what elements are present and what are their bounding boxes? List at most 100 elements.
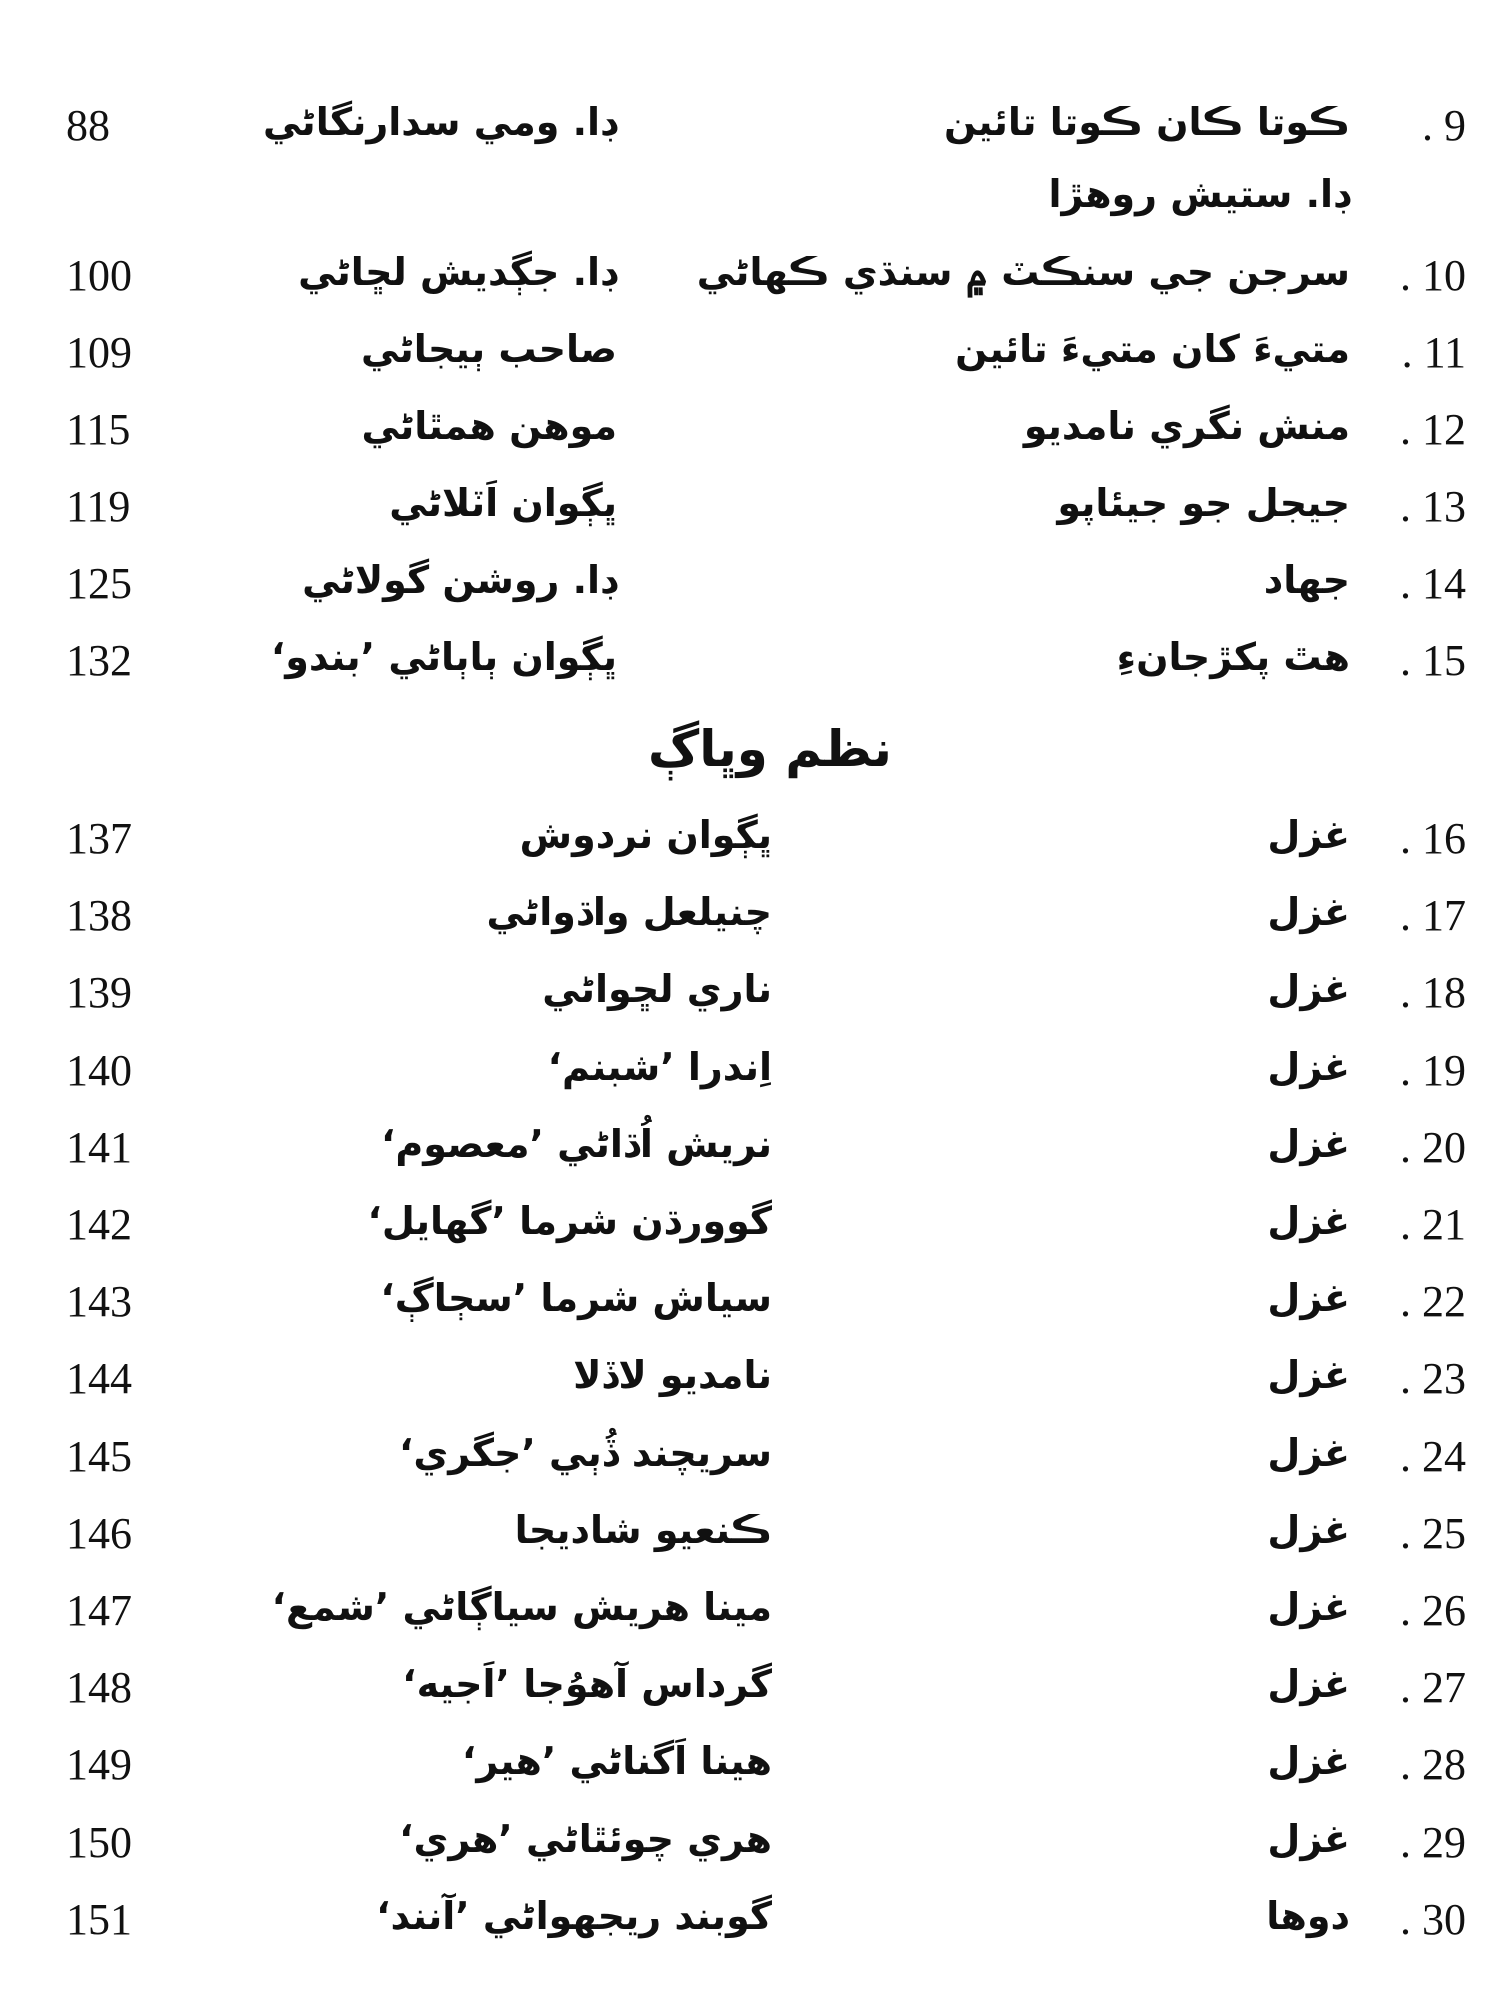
entry-author: ڊا. ومي سدارنگاڻي: [262, 100, 617, 144]
entry-page: 141: [66, 1122, 132, 1172]
toc-entry[interactable]: 16 غزل ڀڳوان نردوش 137: [0, 813, 1500, 883]
entry-title: ڪوتا ڪان ڪوتا تائين: [943, 100, 1350, 144]
entry-page: 145: [66, 1431, 132, 1481]
entry-page: 147: [66, 1586, 132, 1635]
entry-author: سريچند ڏُٻي ’جگري‘: [398, 1430, 772, 1475]
entry-author: ناري لڇواڻي: [542, 967, 772, 1012]
entry-title: غزل: [1267, 1585, 1350, 1629]
entry-title: غزل: [1267, 1816, 1350, 1861]
entry-number: 29: [1400, 1817, 1466, 1868]
entry-number: 24: [1400, 1431, 1466, 1482]
entry-page: 150: [66, 1817, 132, 1867]
entry-title: غزل: [1267, 1353, 1350, 1398]
entry-page: 139: [66, 968, 132, 1018]
entry-author: هري چوئٿاڻي ’هري‘: [399, 1816, 772, 1861]
entry-title: جهاد: [1263, 558, 1350, 602]
entry-author: هينا اَگناڻي ’هير‘: [461, 1739, 772, 1784]
entry-title: غزل: [1267, 1044, 1350, 1089]
entry-title: غزل: [1267, 967, 1350, 1012]
entry-author: گوورڌن شرما ’گهايل‘: [367, 1199, 772, 1243]
entry-page: 125: [66, 559, 132, 608]
toc-entry[interactable]: 30 دوها گوبند ريجهواڻي ’آنند‘ 151: [0, 1894, 1500, 1964]
entry-number: 21: [1400, 1199, 1466, 1250]
entry-title: دوها: [1266, 1893, 1350, 1938]
entry-author: صاحب ٻيجاڻي: [361, 327, 617, 371]
entry-page: 132: [66, 636, 132, 685]
toc-entry[interactable]: 21 غزل گوورڌن شرما ’گهايل‘ 142: [0, 1199, 1500, 1269]
entry-page: 140: [66, 1045, 132, 1095]
entry-number: 25: [1400, 1508, 1466, 1559]
entry-page: 144: [66, 1354, 132, 1404]
entry-number: 19: [1400, 1045, 1466, 1096]
entry-number: 18: [1400, 967, 1466, 1018]
section-heading: نظم وڀاڳ: [0, 720, 1500, 778]
toc-entry[interactable]: 17 غزل چنيلعل واڌواڻي 138: [0, 890, 1500, 960]
toc-entry[interactable]: 9 ڪوتا ڪان ڪوتا تائين ڊا. ومي سدارنگاڻي 88: [0, 100, 1500, 170]
entry-page: 100: [66, 251, 132, 300]
entry-author: ڀڳوان اَٽلاڻي: [389, 481, 617, 525]
entry-page: 137: [66, 814, 132, 863]
entry-number: 16: [1400, 813, 1466, 864]
entry-author: گوبند ريجهواڻي ’آنند‘: [376, 1893, 772, 1938]
entry-author: ڊا. جڳديش لڇاڻي: [298, 250, 617, 294]
toc-entry[interactable]: 24 غزل سريچند ڏُٻي ’جگري‘ 145: [0, 1431, 1500, 1501]
entry-author: نريش اُڌاڻي ’معصوم‘: [380, 1121, 772, 1166]
toc-entry[interactable]: 18 غزل ناري لڇواڻي 139: [0, 967, 1500, 1037]
entry-title: غزل: [1267, 1739, 1350, 1784]
toc-entry[interactable]: 26 غزل مينا هريش سياڳاڻي ’شمع‘ 147: [0, 1585, 1500, 1655]
entry-number: 14: [1400, 558, 1466, 609]
entry-number: 13: [1400, 481, 1466, 532]
entry-page: 143: [66, 1277, 132, 1327]
entry-author: چنيلعل واڌواڻي: [486, 890, 772, 935]
entry-author: اِندرا ’شبنم‘: [547, 1044, 772, 1089]
entry-number: 15: [1400, 635, 1466, 686]
toc-entry[interactable]: 13 جيجل جو جيئاپو ڀڳوان اَٽلاڻي 119: [0, 481, 1500, 551]
entry-title: غزل: [1267, 1276, 1350, 1321]
entry-number: 23: [1400, 1353, 1466, 1404]
toc-entry[interactable]: 23 غزل نامديو لاڏلا 144: [0, 1353, 1500, 1423]
toc-entry[interactable]: 12 منش نگري نامديو موهن همٿاڻي 115: [0, 404, 1500, 474]
entry-author: گرداس آهوُجا ’اَجيه‘: [402, 1662, 772, 1707]
entry-number: 27: [1400, 1662, 1466, 1713]
toc-entry[interactable]: 27 غزل گرداس آهوُجا ’اَجيه‘ 148: [0, 1662, 1500, 1732]
toc-entry[interactable]: 11 متيءَ کان متيءَ تائين صاحب ٻيجاڻي 109: [0, 327, 1500, 397]
entry-number: 22: [1400, 1276, 1466, 1327]
entry-author: سياش شرما ’سڄاڳ‘: [380, 1276, 772, 1321]
toc-entry[interactable]: 22 غزل سياش شرما ’سڄاڳ‘ 143: [0, 1276, 1500, 1346]
entry-second-author: ڊا. ستيش روهڙا: [1048, 172, 1350, 216]
toc-entry[interactable]: 10 سرجن جي سنڪٽ ۾ سنڌي ڪهاڻي ڊا. جڳديش لڇا…: [0, 250, 1500, 320]
entry-author: ڪنعيو شاديجا: [514, 1507, 772, 1552]
entry-page: 151: [66, 1894, 132, 1944]
entry-author: ڀڳوان ٻاٻاڻي ’بندو‘: [270, 635, 617, 679]
entry-title: غزل: [1267, 890, 1350, 935]
entry-number: 20: [1400, 1122, 1466, 1173]
toc-entry[interactable]: 28 غزل هينا اَگناڻي ’هير‘ 149: [0, 1739, 1500, 1809]
toc-entry[interactable]: 20 غزل نريش اُڌاڻي ’معصوم‘ 141: [0, 1122, 1500, 1192]
entry-page: 119: [66, 482, 131, 531]
entry-title: غزل: [1267, 1430, 1350, 1475]
entry-number: 9: [1422, 100, 1466, 151]
toc-entry[interactable]: 15 هٿ پکڙجانءِ ڀڳوان ٻاٻاڻي ’بندو‘ 132: [0, 635, 1500, 705]
entry-number: 10: [1400, 250, 1466, 301]
entry-page: 149: [66, 1740, 132, 1790]
entry-title: غزل: [1267, 813, 1350, 857]
toc-entry[interactable]: 29 غزل هري چوئٿاڻي ’هري‘ 150: [0, 1817, 1500, 1887]
entry-title: متيءَ کان متيءَ تائين: [955, 327, 1350, 371]
entry-number: 28: [1400, 1739, 1466, 1790]
entry-title: غزل: [1267, 1662, 1350, 1707]
toc-entry[interactable]: 14 جهاد ڊا. روشن گولاڻي 125: [0, 558, 1500, 628]
toc-entry[interactable]: 19 غزل اِندرا ’شبنم‘ 140: [0, 1045, 1500, 1115]
entry-title: سرجن جي سنڪٽ ۾ سنڌي ڪهاڻي: [696, 250, 1350, 294]
entry-page: 115: [66, 405, 131, 454]
entry-number: 12: [1400, 404, 1466, 455]
toc-entry-continuation: ڊا. ستيش روهڙا: [0, 172, 1500, 242]
toc-entry[interactable]: 25 غزل ڪنعيو شاديجا 146: [0, 1508, 1500, 1578]
entry-author: ڀڳوان نردوش: [519, 813, 772, 857]
entry-author: مينا هريش سياڳاڻي ’شمع‘: [271, 1585, 772, 1629]
entry-page: 138: [66, 891, 132, 941]
entry-title: جيجل جو جيئاپو: [1057, 481, 1350, 525]
entry-page: 142: [66, 1200, 132, 1249]
entry-number: 30: [1400, 1894, 1466, 1945]
entry-author: موهن همٿاڻي: [361, 404, 617, 448]
entry-title: منش نگري نامديو: [1023, 404, 1350, 448]
